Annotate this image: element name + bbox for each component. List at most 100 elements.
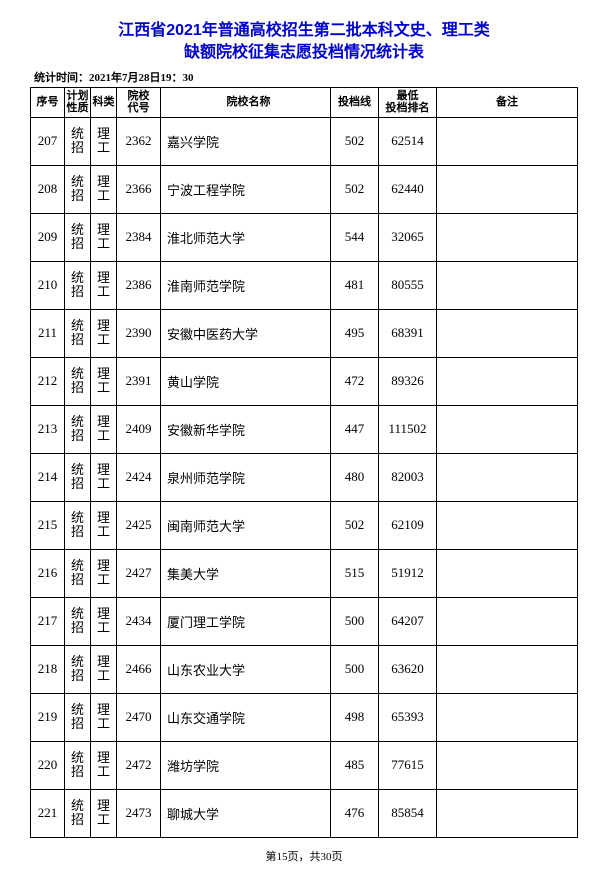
cell-plan: 统招	[65, 645, 91, 693]
table-row: 218统招理工2466山东农业大学50063620	[31, 645, 578, 693]
cell-cat: 理工	[91, 549, 117, 597]
cell-note	[437, 309, 578, 357]
cell-rank: 68391	[379, 309, 437, 357]
cell-code: 2470	[117, 693, 161, 741]
cell-score: 447	[331, 405, 379, 453]
cell-code: 2386	[117, 261, 161, 309]
cell-note	[437, 261, 578, 309]
cell-code: 2434	[117, 597, 161, 645]
cell-plan: 统招	[65, 309, 91, 357]
cell-seq: 213	[31, 405, 65, 453]
cell-plan: 统招	[65, 501, 91, 549]
title-line-2: 缺额院校征集志愿投档情况统计表	[30, 42, 578, 64]
cell-name: 闽南师范大学	[161, 501, 331, 549]
cell-seq: 207	[31, 117, 65, 165]
cell-name: 宁波工程学院	[161, 165, 331, 213]
cell-name: 黄山学院	[161, 357, 331, 405]
cell-code: 2424	[117, 453, 161, 501]
cell-name: 聊城大学	[161, 789, 331, 837]
cell-note	[437, 693, 578, 741]
col-header-rank: 最低 投档排名	[379, 87, 437, 117]
cell-score: 481	[331, 261, 379, 309]
cell-seq: 217	[31, 597, 65, 645]
cell-score: 476	[331, 789, 379, 837]
cell-cat: 理工	[91, 741, 117, 789]
admission-table: 序号 计划 性质 科类 院校 代号 院校名称 投档线 最低 投档排名 备注 20…	[30, 87, 578, 838]
cell-cat: 理工	[91, 597, 117, 645]
cell-rank: 64207	[379, 597, 437, 645]
table-row: 221统招理工2473聊城大学47685854	[31, 789, 578, 837]
cell-plan: 统招	[65, 165, 91, 213]
table-row: 209统招理工2384淮北师范大学54432065	[31, 213, 578, 261]
cell-note	[437, 501, 578, 549]
table-row: 211统招理工2390安徽中医药大学49568391	[31, 309, 578, 357]
table-row: 220统招理工2472潍坊学院48577615	[31, 741, 578, 789]
table-row: 208统招理工2366宁波工程学院50262440	[31, 165, 578, 213]
cell-seq: 214	[31, 453, 65, 501]
stat-time-value: 2021年7月28日19：30	[89, 72, 194, 84]
cell-rank: 111502	[379, 405, 437, 453]
cell-code: 2466	[117, 645, 161, 693]
cell-name: 集美大学	[161, 549, 331, 597]
cell-name: 嘉兴学院	[161, 117, 331, 165]
cell-rank: 82003	[379, 453, 437, 501]
table-row: 214统招理工2424泉州师范学院48082003	[31, 453, 578, 501]
table-row: 215统招理工2425闽南师范大学50262109	[31, 501, 578, 549]
cell-rank: 32065	[379, 213, 437, 261]
cell-note	[437, 549, 578, 597]
cell-code: 2472	[117, 741, 161, 789]
cell-score: 472	[331, 357, 379, 405]
cell-name: 厦门理工学院	[161, 597, 331, 645]
cell-rank: 65393	[379, 693, 437, 741]
table-row: 210统招理工2386淮南师范学院48180555	[31, 261, 578, 309]
cell-plan: 统招	[65, 453, 91, 501]
page-footer: 第15页，共30页	[30, 848, 578, 864]
cell-plan: 统招	[65, 405, 91, 453]
title-line-1: 江西省2021年普通高校招生第二批本科文史、理工类	[30, 20, 578, 42]
cell-rank: 62109	[379, 501, 437, 549]
cell-note	[437, 741, 578, 789]
cell-note	[437, 645, 578, 693]
cell-note	[437, 213, 578, 261]
cell-score: 500	[331, 645, 379, 693]
cell-cat: 理工	[91, 117, 117, 165]
cell-plan: 统招	[65, 597, 91, 645]
cell-score: 502	[331, 117, 379, 165]
table-row: 213统招理工2409安徽新华学院447111502	[31, 405, 578, 453]
table-row: 219统招理工2470山东交通学院49865393	[31, 693, 578, 741]
cell-cat: 理工	[91, 165, 117, 213]
cell-plan: 统招	[65, 213, 91, 261]
cell-seq: 210	[31, 261, 65, 309]
cell-seq: 218	[31, 645, 65, 693]
cell-note	[437, 453, 578, 501]
col-header-score: 投档线	[331, 87, 379, 117]
table-row: 216统招理工2427集美大学51551912	[31, 549, 578, 597]
cell-rank: 63620	[379, 645, 437, 693]
col-header-code: 院校 代号	[117, 87, 161, 117]
cell-cat: 理工	[91, 357, 117, 405]
cell-name: 山东交通学院	[161, 693, 331, 741]
col-header-seq: 序号	[31, 87, 65, 117]
cell-score: 485	[331, 741, 379, 789]
cell-cat: 理工	[91, 213, 117, 261]
cell-name: 安徽新华学院	[161, 405, 331, 453]
cell-rank: 85854	[379, 789, 437, 837]
table-body: 207统招理工2362嘉兴学院50262514208统招理工2366宁波工程学院…	[31, 117, 578, 837]
table-header-row: 序号 计划 性质 科类 院校 代号 院校名称 投档线 最低 投档排名 备注	[31, 87, 578, 117]
cell-plan: 统招	[65, 789, 91, 837]
cell-cat: 理工	[91, 405, 117, 453]
cell-plan: 统招	[65, 261, 91, 309]
table-row: 212统招理工2391黄山学院47289326	[31, 357, 578, 405]
cell-cat: 理工	[91, 453, 117, 501]
cell-code: 2409	[117, 405, 161, 453]
cell-seq: 219	[31, 693, 65, 741]
document-title: 江西省2021年普通高校招生第二批本科文史、理工类 缺额院校征集志愿投档情况统计…	[30, 20, 578, 65]
cell-code: 2425	[117, 501, 161, 549]
cell-plan: 统招	[65, 693, 91, 741]
stat-time-label: 统计时间：	[34, 72, 89, 84]
cell-plan: 统招	[65, 549, 91, 597]
cell-name: 泉州师范学院	[161, 453, 331, 501]
cell-name: 潍坊学院	[161, 741, 331, 789]
stat-time: 统计时间：2021年7月28日19：30	[30, 69, 578, 85]
cell-score: 495	[331, 309, 379, 357]
